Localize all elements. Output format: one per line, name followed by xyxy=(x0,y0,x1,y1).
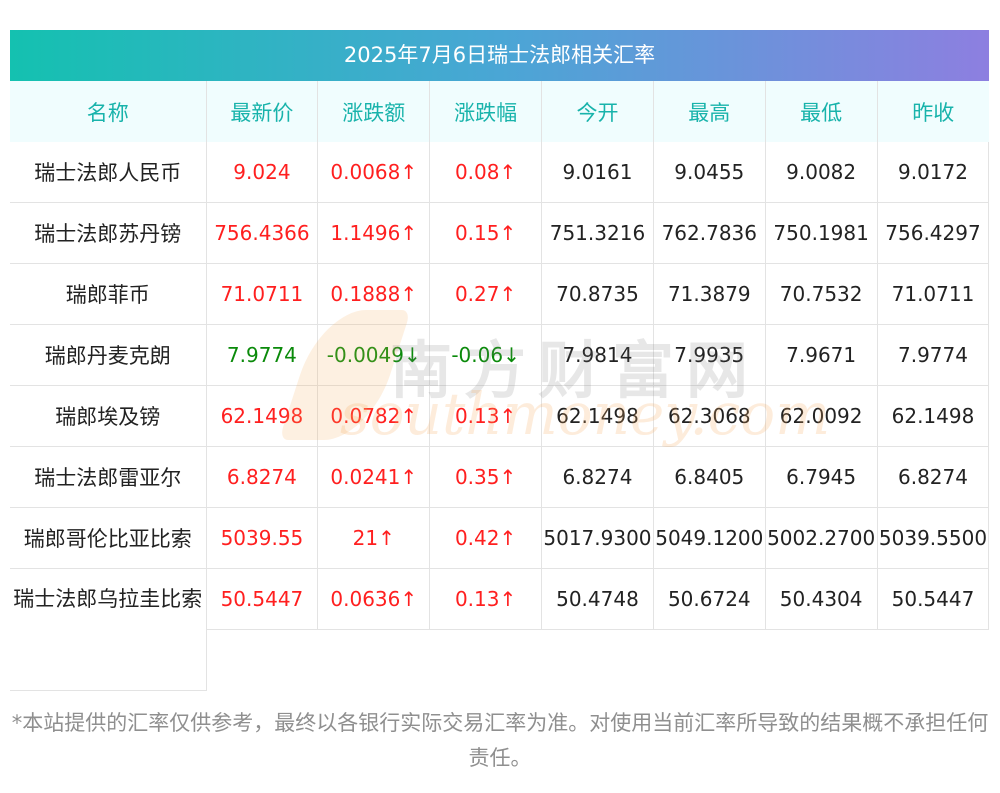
cell-open: 7.9814 xyxy=(541,324,654,386)
header-name: 名称 xyxy=(10,81,207,142)
cell-change-pct: -0.06↓ xyxy=(429,324,543,386)
empty-cell xyxy=(206,630,989,691)
cell-low: 5002.2700 xyxy=(765,507,878,569)
table-row: 瑞郎丹麦克朗 7.9774 -0.0049↓ -0.06↓ 7.9814 7.9935 7.… xyxy=(10,324,990,386)
cell-open: 5017.9300 xyxy=(541,507,654,569)
header-change: 涨跌额 xyxy=(317,81,431,142)
cell-high: 762.7836 xyxy=(653,202,766,264)
cell-open: 62.1498 xyxy=(541,385,654,447)
table-row: 瑞士法郎乌拉圭比索 50.5447 0.0636↑ 0.13↑ 50.4748 50.67… xyxy=(10,568,990,691)
cell-change-pct: 0.15↑ xyxy=(429,202,543,264)
cell-name: 瑞士法郎人民币 xyxy=(10,142,207,203)
cell-latest: 9.024 xyxy=(206,142,319,203)
table-title: 2025年7月6日瑞士法郎相关汇率 xyxy=(10,30,989,81)
cell-change: -0.0049↓ xyxy=(317,324,431,386)
cell-low: 70.7532 xyxy=(765,263,878,325)
cell-change-pct: 0.13↑ xyxy=(429,568,543,630)
cell-low: 62.0092 xyxy=(765,385,878,447)
disclaimer-text: *本站提供的汇率仅供参考，最终以各银行实际交易汇率为准。对使用当前汇率所导致的结… xyxy=(11,711,989,770)
cell-open: 70.8735 xyxy=(541,263,654,325)
table-body: 瑞士法郎人民币 9.024 0.0068↑ 0.08↑ 9.0161 9.0455 9.00… xyxy=(10,142,990,691)
cell-change: 1.1496↑ xyxy=(317,202,431,264)
cell-prev-close: 756.4297 xyxy=(877,202,990,264)
header-open: 今开 xyxy=(541,81,654,142)
cell-latest: 7.9774 xyxy=(206,324,319,386)
cell-prev-close: 71.0711 xyxy=(877,263,990,325)
cell-change-pct: 0.42↑ xyxy=(429,507,543,569)
cell-open: 751.3216 xyxy=(541,202,654,264)
cell-change: 0.0782↑ xyxy=(317,385,431,447)
table-row: 瑞士法郎人民币 9.024 0.0068↑ 0.08↑ 9.0161 9.0455 9.00… xyxy=(10,142,990,203)
cell-latest: 62.1498 xyxy=(206,385,319,447)
table-row: 瑞郎菲币 71.0711 0.1888↑ 0.27↑ 70.8735 71.3879 70.… xyxy=(10,263,990,325)
cell-change-pct: 0.08↑ xyxy=(429,142,543,203)
cell-change: 0.0068↑ xyxy=(317,142,431,203)
header-low: 最低 xyxy=(765,81,878,142)
cell-low: 50.4304 xyxy=(765,568,878,630)
cell-latest: 71.0711 xyxy=(206,263,319,325)
cell-low: 750.1981 xyxy=(765,202,878,264)
cell-latest: 756.4366 xyxy=(206,202,319,264)
cell-name: 瑞士法郎雷亚尔 xyxy=(10,446,207,508)
cell-high: 50.6724 xyxy=(653,568,766,630)
cell-open: 6.8274 xyxy=(541,446,654,508)
header-prev-close: 昨收 xyxy=(877,81,989,142)
cell-change-pct: 0.13↑ xyxy=(429,385,543,447)
header-change-pct: 涨跌幅 xyxy=(429,81,543,142)
cell-change-pct: 0.35↑ xyxy=(429,446,543,508)
cell-name: 瑞郎丹麦克朗 xyxy=(10,324,207,386)
table-row: 瑞士法郎雷亚尔 6.8274 0.0241↑ 0.35↑ 6.8274 6.8405 6.7… xyxy=(10,446,990,508)
cell-high: 6.8405 xyxy=(653,446,766,508)
cell-change: 0.0636↑ xyxy=(317,568,431,630)
cell-change: 21↑ xyxy=(317,507,431,569)
cell-open: 9.0161 xyxy=(541,142,654,203)
cell-prev-close: 62.1498 xyxy=(877,385,990,447)
cell-name: 瑞士法郎乌拉圭比索 xyxy=(10,568,207,691)
cell-high: 7.9935 xyxy=(653,324,766,386)
cell-high: 71.3879 xyxy=(653,263,766,325)
rate-table: 名称 最新价 涨跌额 涨跌幅 今开 最高 最低 昨收 瑞士法郎人民币 9.024 0… xyxy=(10,81,990,691)
cell-low: 6.7945 xyxy=(765,446,878,508)
table-row: 瑞士法郎苏丹镑 756.4366 1.1496↑ 0.15↑ 751.3216 762.7… xyxy=(10,202,990,264)
cell-change: 0.0241↑ xyxy=(317,446,431,508)
header-high: 最高 xyxy=(653,81,766,142)
cell-high: 62.3068 xyxy=(653,385,766,447)
cell-prev-close: 9.0172 xyxy=(877,142,990,203)
cell-prev-close: 6.8274 xyxy=(877,446,990,508)
cell-name: 瑞郎哥伦比亚比索 xyxy=(10,507,207,569)
cell-latest: 50.5447 xyxy=(206,568,319,630)
cell-prev-close: 5039.5500 xyxy=(877,507,990,569)
cell-name: 瑞士法郎苏丹镑 xyxy=(10,202,207,264)
cell-change-pct: 0.27↑ xyxy=(429,263,543,325)
table-row: 瑞郎哥伦比亚比索 5039.55 21↑ 0.42↑ 5017.9300 5049.120… xyxy=(10,507,990,569)
cell-high: 5049.1200 xyxy=(653,507,766,569)
header-latest: 最新价 xyxy=(206,81,319,142)
cell-latest: 5039.55 xyxy=(206,507,319,569)
cell-prev-close: 7.9774 xyxy=(877,324,990,386)
table-row: 瑞郎埃及镑 62.1498 0.0782↑ 0.13↑ 62.1498 62.3068 62… xyxy=(10,385,990,447)
cell-change: 0.1888↑ xyxy=(317,263,431,325)
cell-name: 瑞郎菲币 xyxy=(10,263,207,325)
cell-prev-close: 50.5447 xyxy=(877,568,990,630)
cell-low: 9.0082 xyxy=(765,142,878,203)
cell-high: 9.0455 xyxy=(653,142,766,203)
cell-latest: 6.8274 xyxy=(206,446,319,508)
cell-open: 50.4748 xyxy=(541,568,654,630)
table-header-row: 名称 最新价 涨跌额 涨跌幅 今开 最高 最低 昨收 xyxy=(10,81,989,142)
cell-low: 7.9671 xyxy=(765,324,878,386)
rate-table-container: 2025年7月6日瑞士法郎相关汇率 名称 最新价 涨跌额 涨跌幅 今开 最高 最… xyxy=(10,30,990,691)
cell-name: 瑞郎埃及镑 xyxy=(10,385,207,447)
